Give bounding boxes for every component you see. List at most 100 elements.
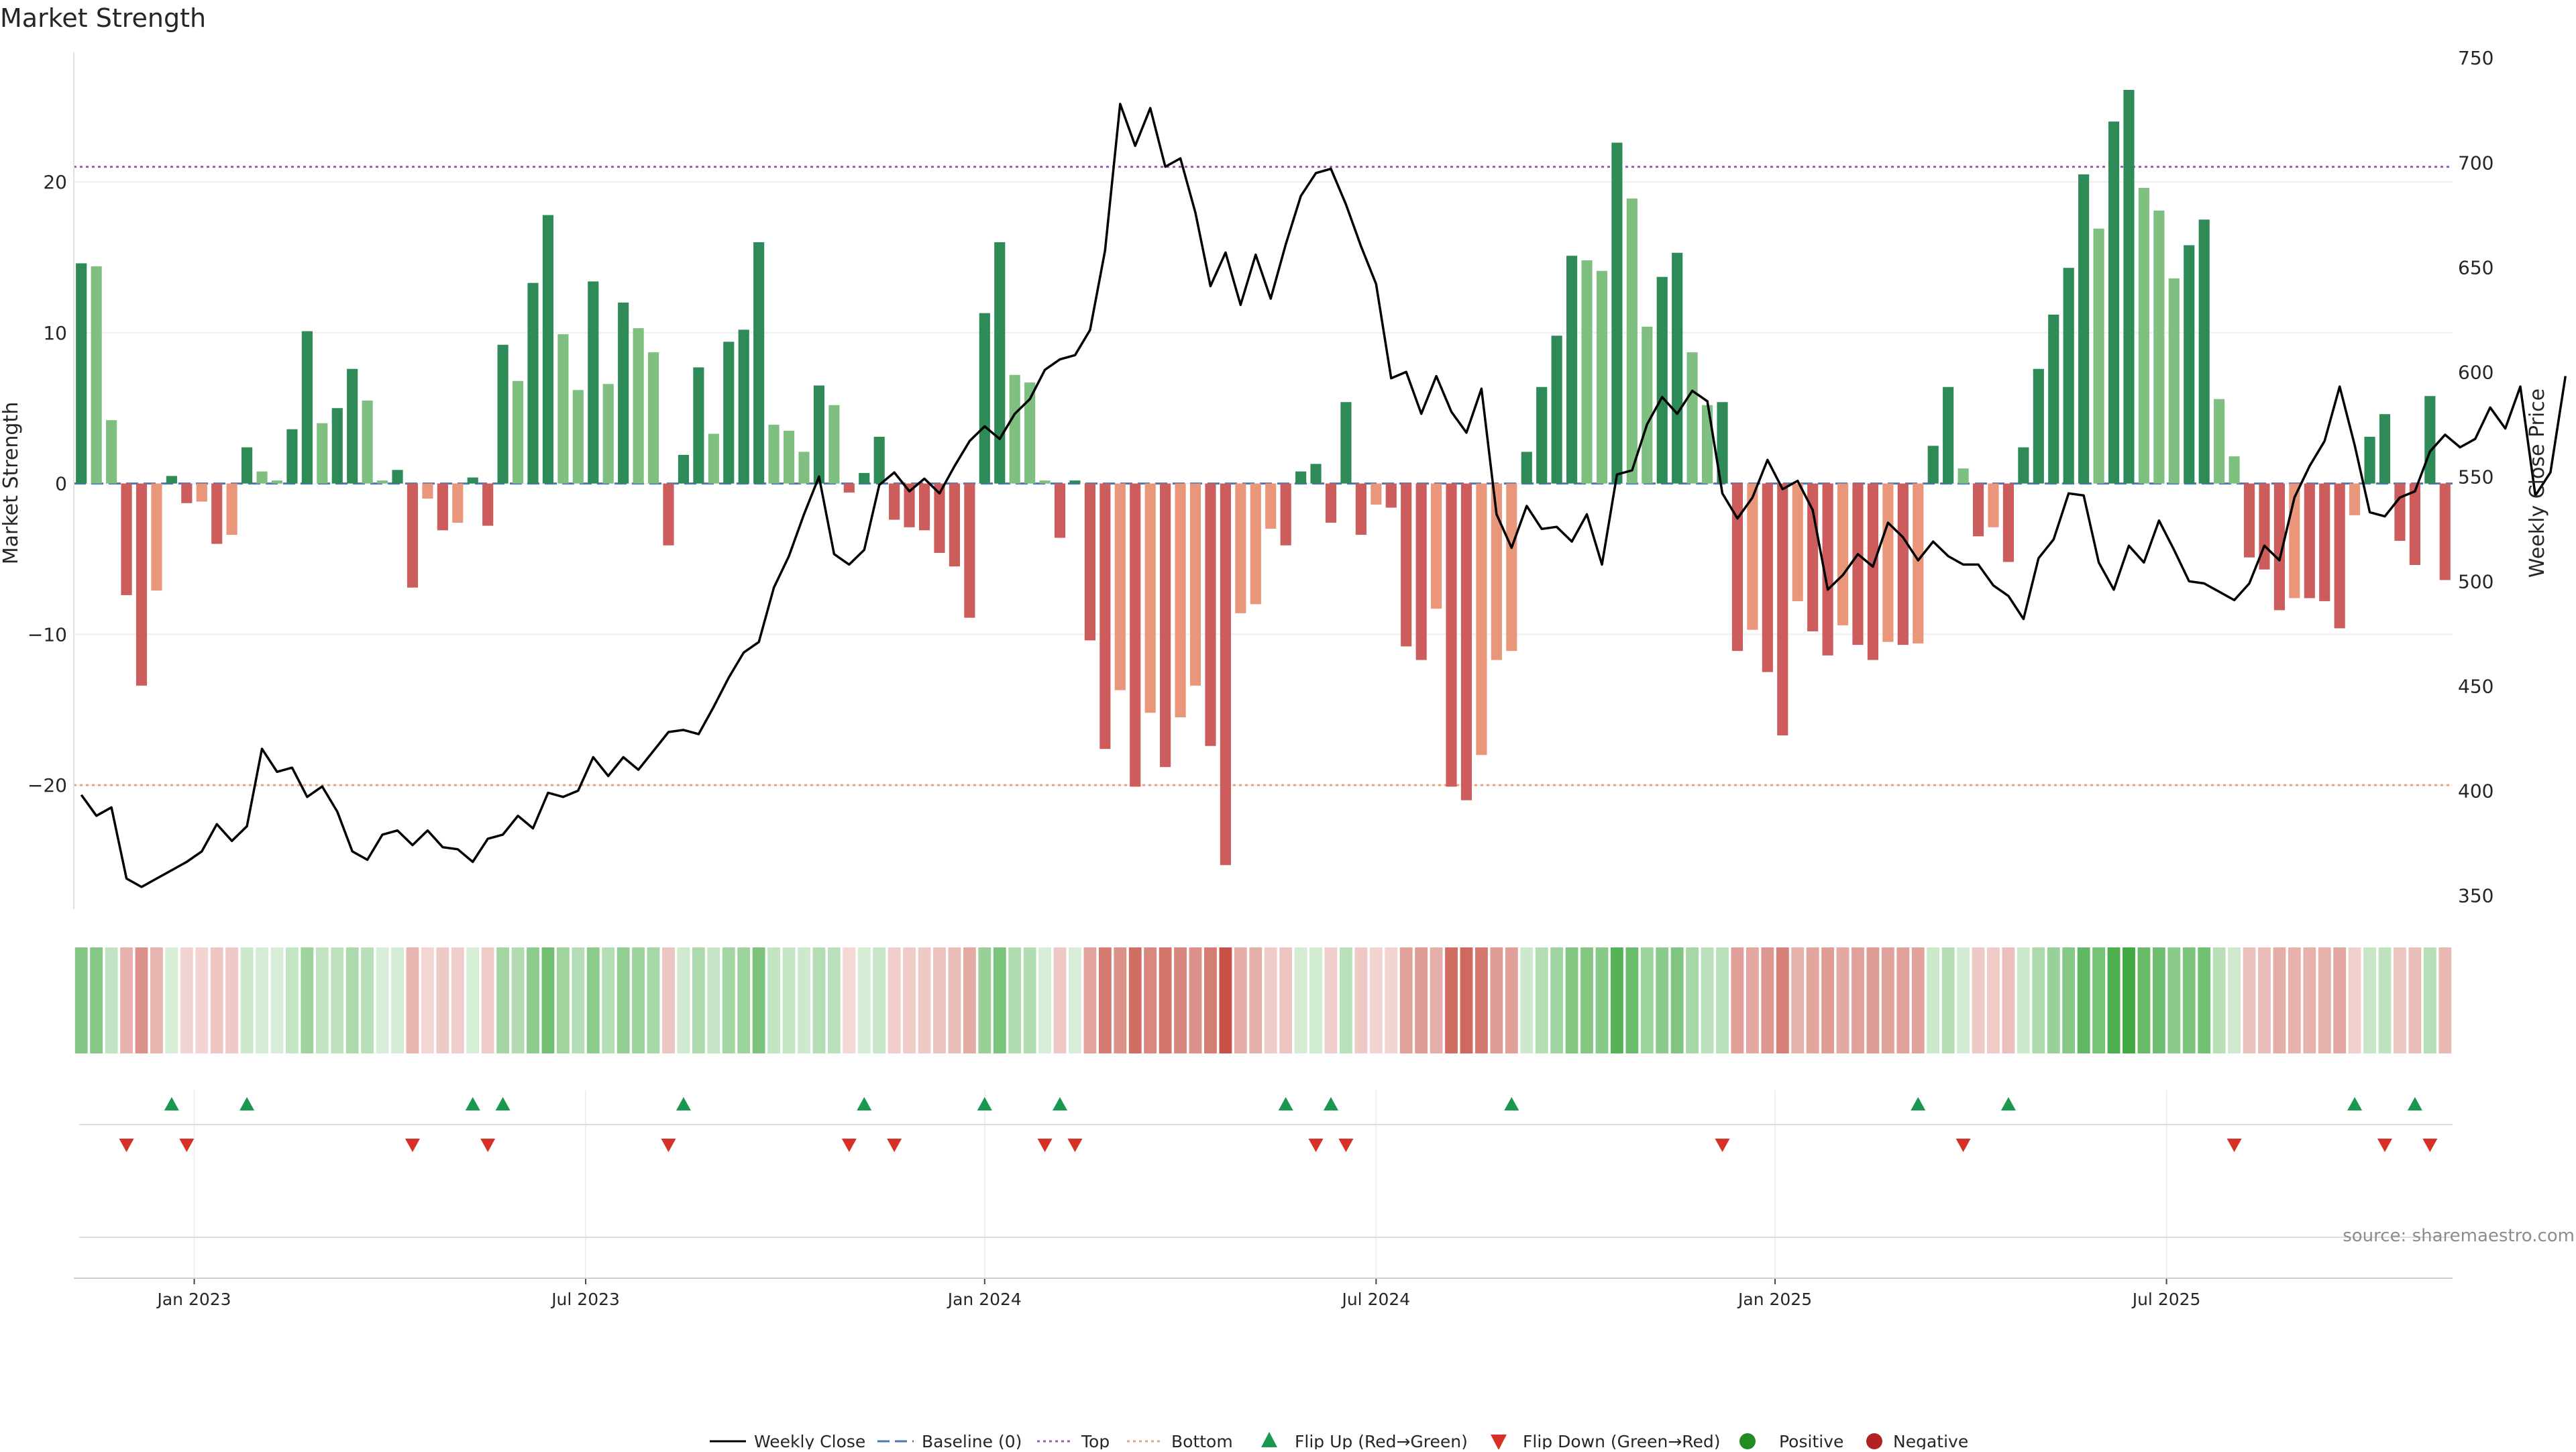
heat-cell [1896,947,1910,1053]
strength-bar [602,384,614,484]
heat-cell [1324,947,1338,1053]
heat-cell [361,947,374,1053]
flip-down-marker [1308,1139,1324,1152]
strength-bar [1777,483,1788,735]
y-tick-label-left: 10 [43,322,67,344]
strength-bar [753,242,765,484]
heat-cell [180,947,193,1053]
strength-bar [1280,483,1291,546]
heat-cell [1987,947,2000,1053]
heat-cell [963,947,976,1053]
strength-bar [2394,483,2406,541]
strength-bar [1897,483,1909,645]
heat-cell [2212,947,2226,1053]
strength-bar [1265,483,1277,529]
flip-up-marker [495,1097,511,1110]
strength-bar [106,420,117,484]
heat-cell [2408,947,2422,1053]
strength-bar [843,483,855,493]
heat-cell [798,947,810,1053]
heat-cell [2318,947,2331,1053]
flip-down-marker [887,1139,902,1152]
heat-cell [1474,947,1488,1053]
strength-bar [2018,447,2029,484]
heat-cell [602,947,615,1053]
strength-bar [1642,326,1653,484]
heat-cell [421,947,434,1053]
strength-bar [1160,483,1171,768]
heat-cell [948,947,961,1053]
strength-bar [798,452,810,484]
flip-up-marker [1504,1097,1519,1110]
heat-cell [511,947,525,1053]
heat-cell [2182,947,2196,1053]
strength-bar [1491,483,1502,660]
flip-down-marker [1955,1139,1971,1152]
heat-cell [90,947,103,1053]
heat-cell [707,947,720,1053]
strength-bar [1069,480,1081,484]
heat-cell [1399,947,1413,1053]
heat-cell [1340,947,1352,1053]
strength-bar [1295,471,1307,484]
strength-bar [1189,483,1201,686]
flip-down-marker [841,1139,857,1152]
heat-cell [466,947,480,1053]
heat-cell [1008,947,1022,1053]
y-tick-label-left: −10 [28,623,67,645]
strength-bar [2168,278,2180,484]
strength-bar [317,423,328,484]
heat-cell [1385,947,1398,1053]
legend-negative-dot [1866,1433,1882,1449]
strength-bars [76,89,2451,866]
heat-cell [1520,947,1534,1053]
heat-cell [2002,947,2015,1053]
heat-cell [541,947,555,1053]
heat-cell [1866,947,1880,1053]
legend-bottom-label: Bottom [1171,1432,1233,1449]
flip-down-marker [179,1139,195,1152]
axes-layer: 20 10 0 −10 −20 750 700 650 600 550 500 450 400 350 Ja… [28,47,2494,1309]
strength-bar [2319,483,2330,601]
strength-bar [1867,483,1879,660]
legend-flip-down-marker [1491,1435,1507,1450]
strength-bar [1536,386,1548,484]
heat-cell [918,947,931,1053]
strength-bar [828,405,840,484]
heat-cell [496,947,510,1053]
strength-bar [1355,483,1366,535]
strength-bar [2409,483,2420,565]
y-tick-label-right: 500 [2458,570,2493,592]
heat-cell [1144,947,1157,1053]
flip-down-marker [1715,1139,1730,1152]
flip-down-marker [480,1139,496,1152]
heat-cell [1851,947,1864,1053]
strength-bar [1024,382,1036,484]
heat-cell [2107,947,2121,1053]
heat-cell [662,947,675,1053]
heat-cell [105,947,118,1053]
strength-bar [572,390,584,484]
strength-bar [256,471,268,484]
strength-bar [512,380,524,484]
flip-up-marker [1911,1097,1926,1110]
heat-cell [2438,947,2452,1053]
strength-bar [1084,483,1095,641]
heat-cell [827,947,841,1053]
strength-bar [2108,121,2120,484]
heat-cell [451,947,464,1053]
strength-bar [1943,386,1954,484]
heat-cell [1309,947,1322,1053]
flip-down-marker [2377,1139,2393,1152]
strength-bar [1340,402,1352,484]
heat-cell [331,947,344,1053]
strength-bar [1792,483,1803,601]
flip-up-marker [1278,1097,1293,1110]
strength-bar [527,282,539,484]
heat-cell [2303,947,2316,1053]
strength-bar [1927,446,1939,484]
strength-bar [91,266,102,484]
strength-bar [241,447,253,484]
strength-bar [934,483,945,554]
heat-cell [376,947,389,1053]
